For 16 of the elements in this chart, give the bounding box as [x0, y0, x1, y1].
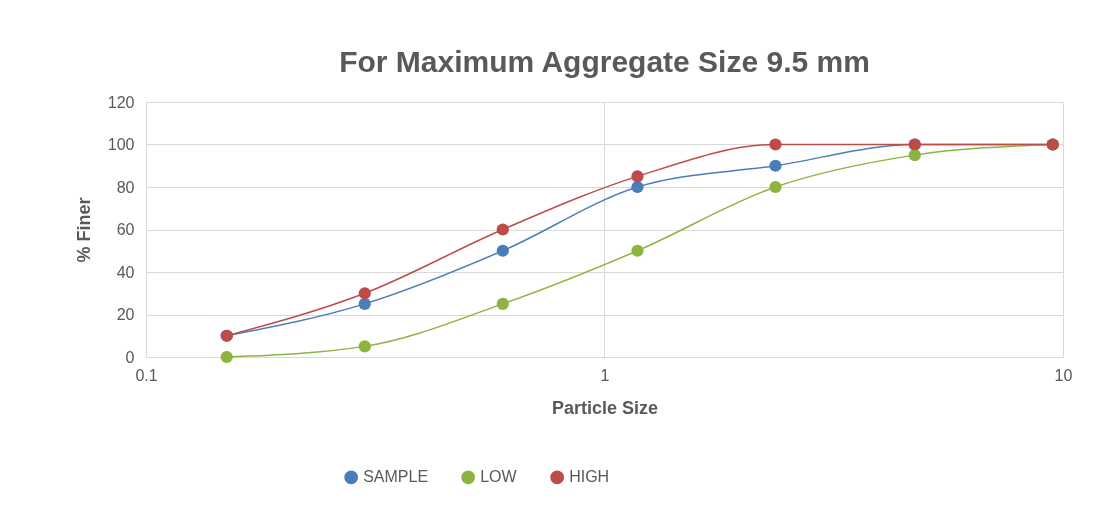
- chart-title: For Maximum Aggregate Size 9.5 mm: [339, 45, 870, 78]
- y-tick-label: 20: [116, 306, 135, 323]
- legend-label: SAMPLE: [363, 468, 429, 486]
- legend-label: LOW: [480, 468, 518, 486]
- y-tick-label: 60: [116, 221, 135, 238]
- y-tick-label: 40: [116, 263, 135, 281]
- y-tick-label: 100: [107, 136, 135, 153]
- y-tick-label: 120: [107, 93, 135, 111]
- y-tick-label: 80: [116, 178, 135, 196]
- x-axis-title: Particle Size: [551, 397, 659, 418]
- x-tick-label: 0.1: [135, 366, 158, 384]
- y-axis-title: % Finer: [73, 197, 94, 263]
- y-tick-label: 0: [125, 348, 135, 366]
- legend-label: HIGH: [569, 468, 610, 486]
- x-tick-label: 10: [1054, 366, 1073, 384]
- x-tick-label: 1: [600, 366, 610, 384]
